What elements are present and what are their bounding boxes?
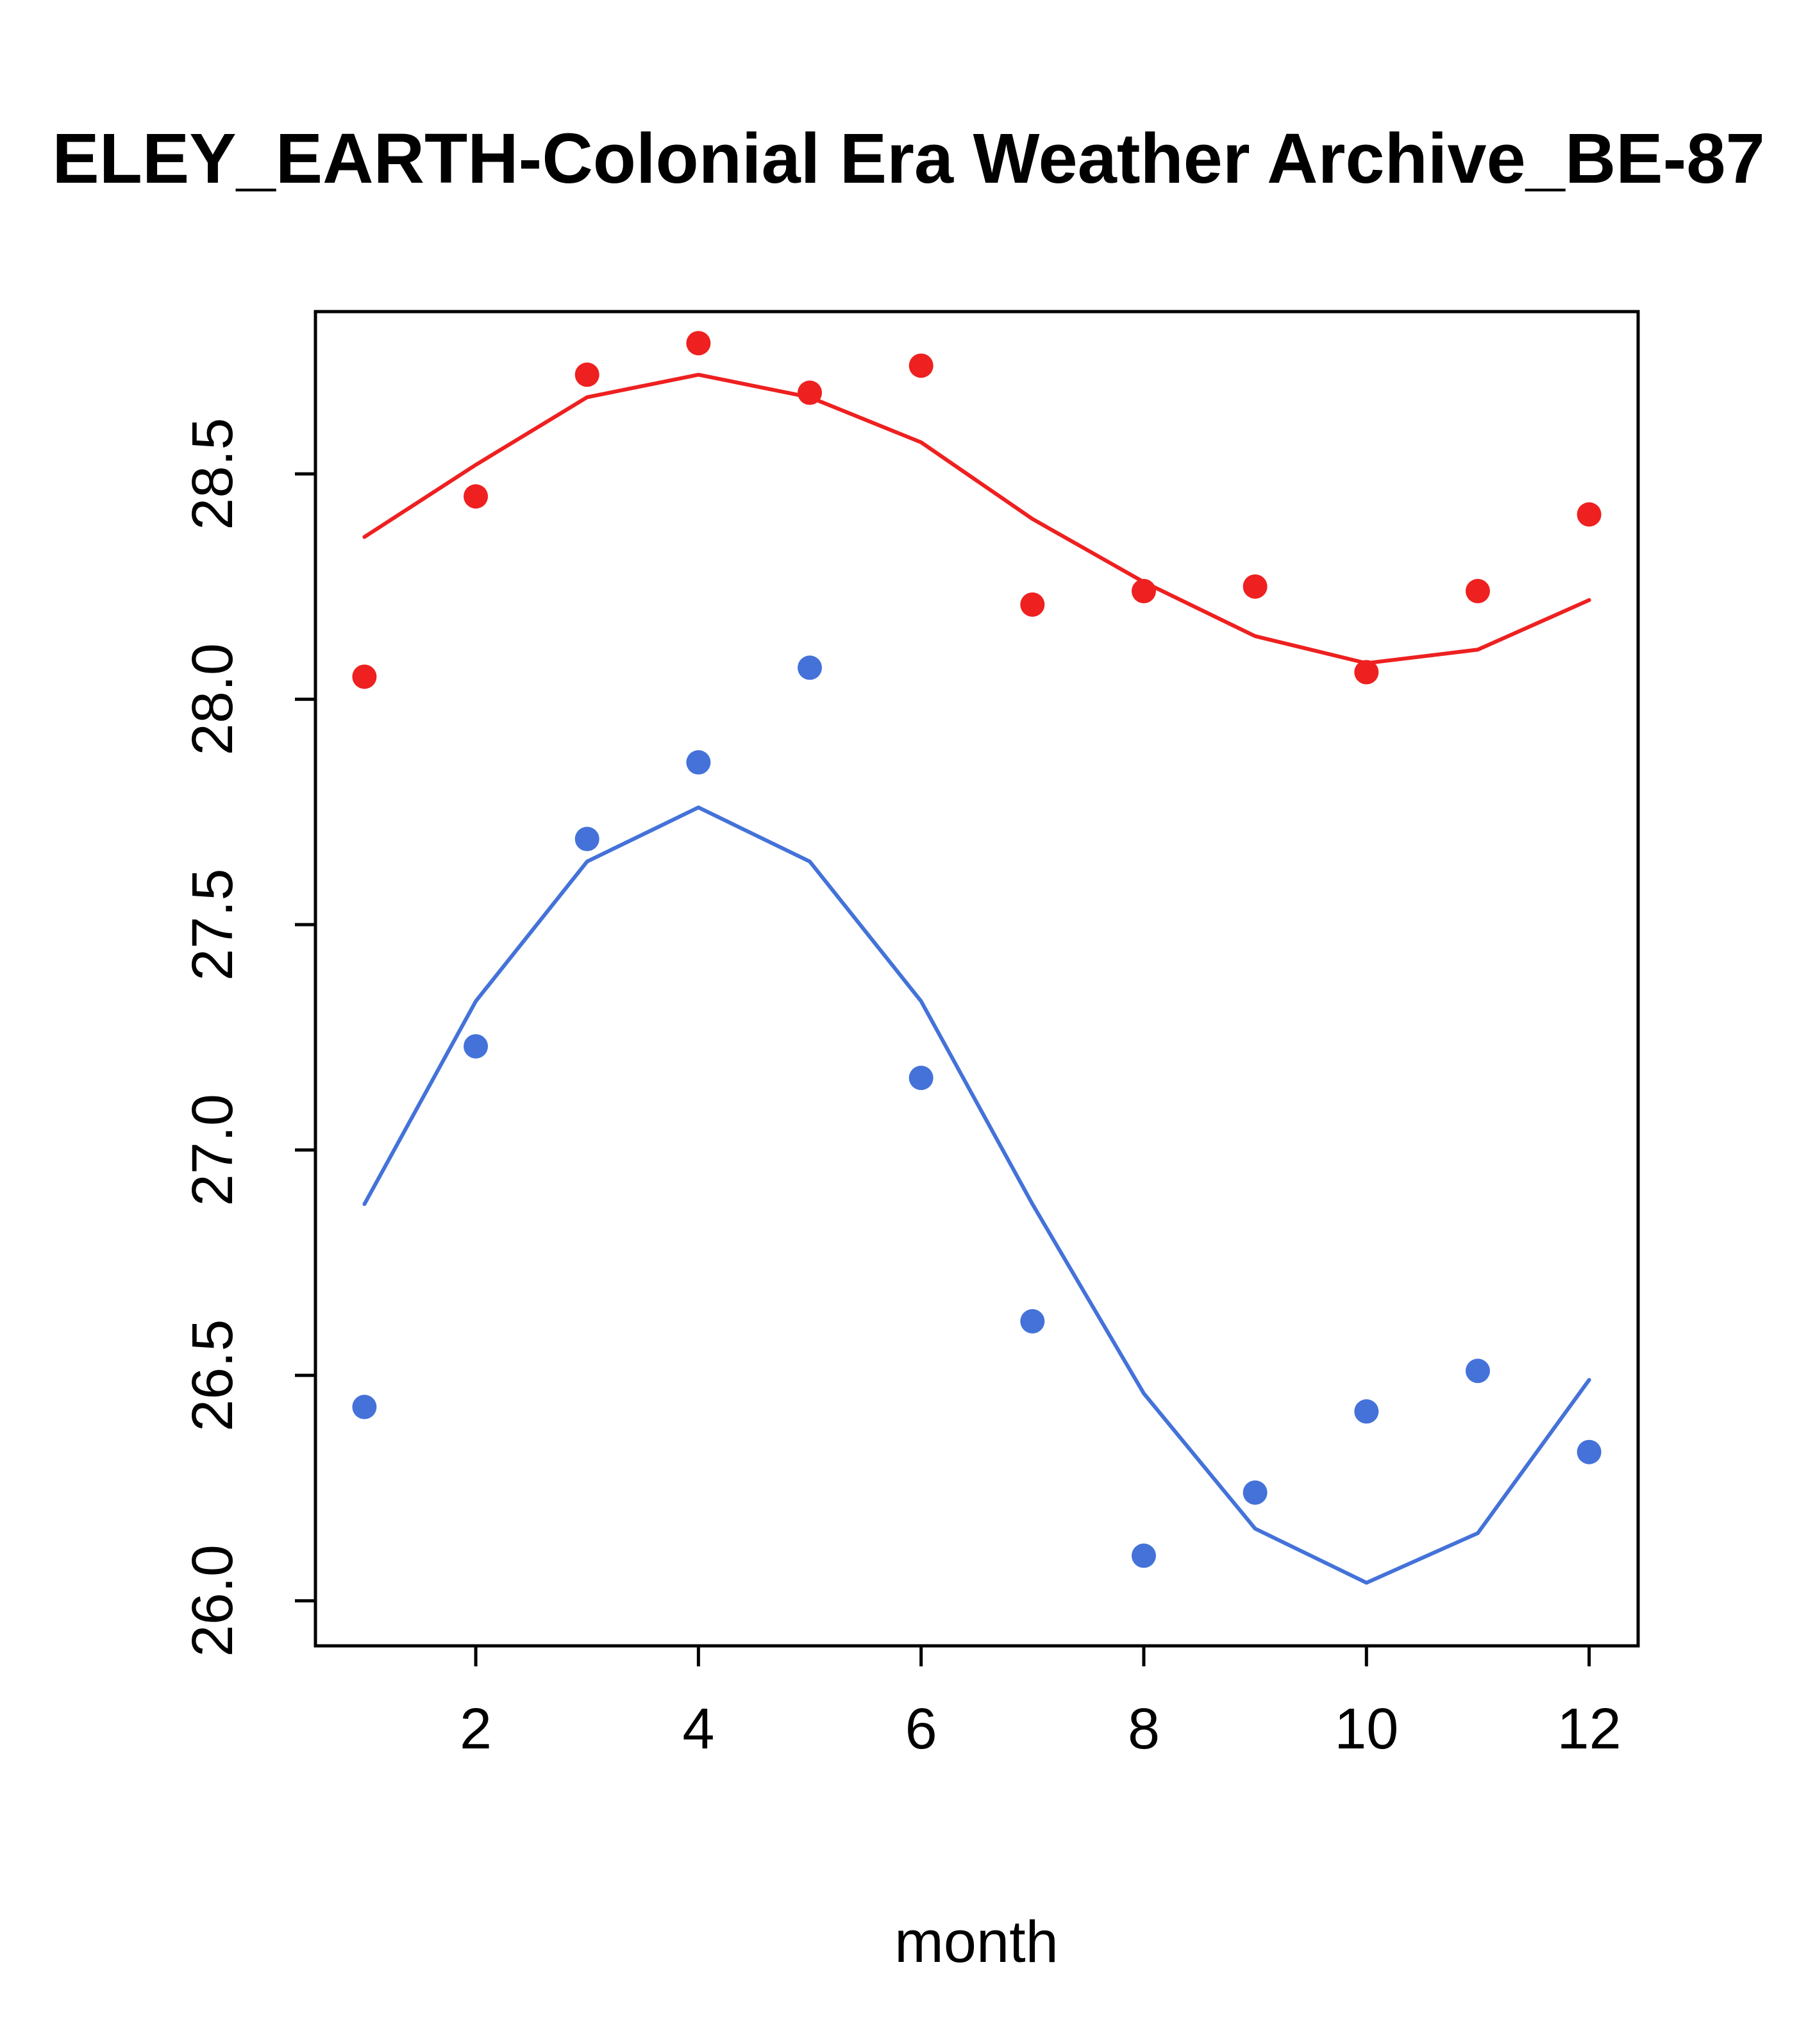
x-tick-label: 12 (1557, 1697, 1621, 1761)
lower-blue-temperature-point (908, 1066, 934, 1091)
upper-red-temperature-point (574, 362, 599, 387)
lower-blue-temperature-point (1131, 1543, 1156, 1568)
upper-red-temperature-fit-line (362, 373, 1591, 666)
upper-red-temperature-point (1020, 592, 1045, 617)
x-tick-label: 4 (682, 1697, 714, 1761)
upper-red-temperature-point (1131, 578, 1156, 603)
x-axis-label: month (894, 1909, 1059, 1975)
y-tick-label: 28.0 (181, 643, 245, 755)
upper-red-temperature-point (464, 484, 489, 509)
upper-red-temperature-point (1465, 578, 1490, 603)
upper-red-temperature-point (1577, 502, 1602, 527)
upper-red-temperature-point (1243, 574, 1268, 599)
upper-red-temperature-point (686, 331, 711, 356)
lower-blue-temperature-point (1020, 1309, 1045, 1334)
y-tick-label: 26.5 (181, 1319, 245, 1432)
lower-blue-temperature-point (574, 826, 599, 851)
lower-blue-temperature-fit-line (362, 805, 1591, 1585)
chart-title: ELEY_EARTH-Colonial Era Weather Archive_… (52, 119, 1764, 198)
x-tick-label: 10 (1334, 1697, 1398, 1761)
upper-red-temperature-point (352, 664, 377, 689)
y-tick-label: 27.5 (181, 869, 245, 981)
lower-blue-temperature-point (1577, 1439, 1602, 1464)
x-tick-label: 6 (905, 1697, 937, 1761)
y-tick-label: 27.0 (181, 1094, 245, 1206)
y-tick-label: 28.5 (181, 418, 245, 530)
upper-red-temperature-point (1354, 660, 1379, 685)
upper-red-temperature-point (798, 380, 823, 405)
x-tick-label: 8 (1128, 1697, 1160, 1761)
upper-red-temperature-point (908, 353, 934, 378)
lower-blue-temperature-point (686, 750, 711, 775)
lower-blue-temperature-point (798, 655, 823, 680)
lower-blue-temperature-point (464, 1034, 489, 1059)
lower-blue-temperature-point (1465, 1359, 1490, 1384)
lower-blue-temperature-point (1243, 1480, 1268, 1505)
lower-blue-temperature-point (352, 1395, 377, 1420)
plot-border (314, 310, 1640, 1648)
x-tick-label: 2 (460, 1697, 492, 1761)
lower-blue-temperature-point (1354, 1399, 1379, 1424)
plot-area: 2 4 6 8 10 12 26.0 26.5 27.0 27.5 28.0 28.5 (181, 310, 1640, 1761)
y-tick-label: 26.0 (181, 1545, 245, 1657)
